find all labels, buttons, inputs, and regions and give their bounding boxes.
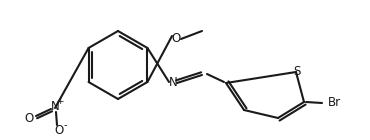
Text: N: N bbox=[51, 101, 59, 114]
Text: S: S bbox=[293, 65, 301, 78]
Text: O: O bbox=[24, 113, 34, 125]
Text: O: O bbox=[171, 32, 181, 45]
Text: -: - bbox=[63, 120, 67, 130]
Text: O: O bbox=[54, 124, 64, 137]
Text: Br: Br bbox=[327, 96, 340, 109]
Text: +: + bbox=[56, 97, 64, 107]
Text: N: N bbox=[169, 75, 177, 88]
